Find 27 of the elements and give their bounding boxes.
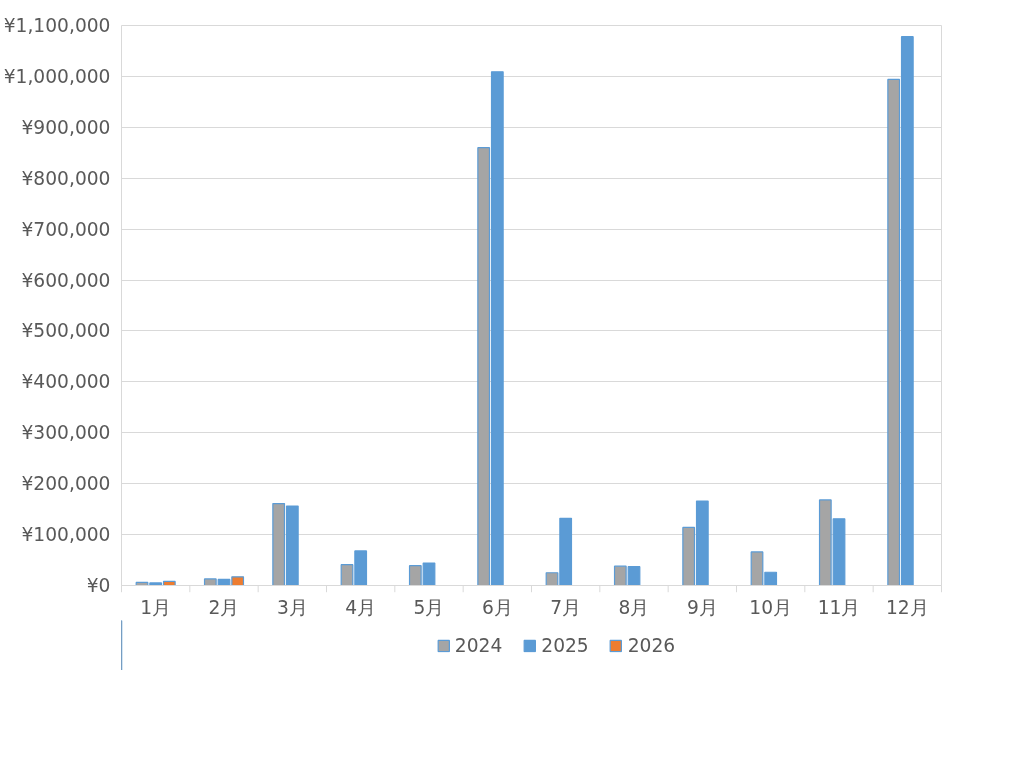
x-tick-label: 10月 [749, 596, 793, 618]
x-tick-label: 8月 [618, 596, 650, 618]
y-tick-label: ¥300,000 [21, 422, 111, 444]
x-tick-label: 7月 [550, 596, 582, 618]
y-tick-label: ¥400,000 [21, 371, 111, 393]
y-tick-label: ¥900,000 [21, 116, 111, 138]
legend-label: 2024 [454, 634, 503, 656]
y-tick-label: ¥0 [86, 575, 111, 596]
legend-label: 2025 [541, 634, 589, 656]
x-tick-label: 2月 [208, 596, 240, 618]
y-tick-label: ¥200,000 [21, 473, 111, 495]
x-tick-label: 3月 [276, 596, 308, 618]
y-tick-label: ¥100,000 [21, 524, 111, 546]
y-tick-label: ¥600,000 [21, 269, 111, 291]
x-tick-label: 4月 [345, 596, 377, 618]
y-tick-label: ¥700,000 [21, 218, 111, 240]
x-tick-label: 9月 [686, 596, 718, 618]
x-tick-label: 1月 [140, 596, 172, 618]
y-tick-label: ¥800,000 [21, 167, 111, 189]
y-tick-label: ¥1,000,000 [3, 65, 111, 87]
x-tick-label: 11月 [817, 596, 861, 618]
x-tick-label: 12月 [885, 596, 929, 618]
y-tick-label: ¥1,100,000 [3, 15, 111, 36]
y-tick-label: ¥500,000 [21, 320, 111, 342]
x-tick-label: 6月 [481, 596, 513, 618]
x-tick-label: 5月 [413, 596, 445, 618]
legend-label: 2026 [627, 634, 676, 656]
